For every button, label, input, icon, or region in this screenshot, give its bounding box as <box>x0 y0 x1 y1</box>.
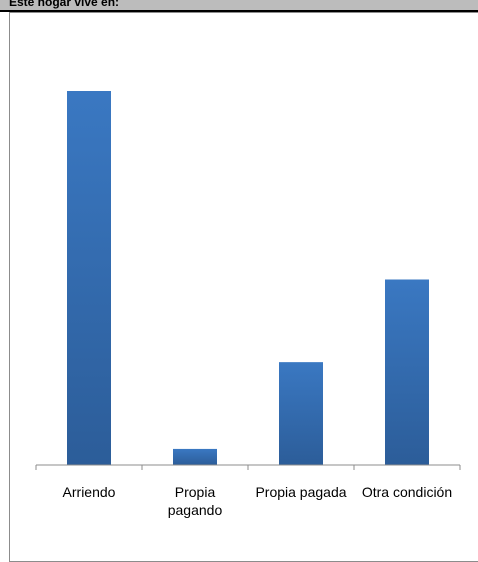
bar <box>279 362 323 465</box>
x-axis-ticks <box>35 465 461 470</box>
header-strip: Este hogar vive en: <box>0 0 478 12</box>
bar <box>173 448 217 465</box>
x-tick-label: Arriendo <box>63 484 116 500</box>
x-axis-labels: Arriendo Propia pagando Propia pagada Otra c… <box>63 484 453 518</box>
bar <box>67 91 111 465</box>
x-tick-label: Propia pagada <box>255 484 346 500</box>
bar <box>385 279 429 465</box>
x-tick-label: Otra condición <box>362 484 452 500</box>
bars-group <box>67 91 429 465</box>
header-title: Este hogar vive en: <box>9 0 120 9</box>
x-tick-label: Propia pagando <box>168 484 223 518</box>
